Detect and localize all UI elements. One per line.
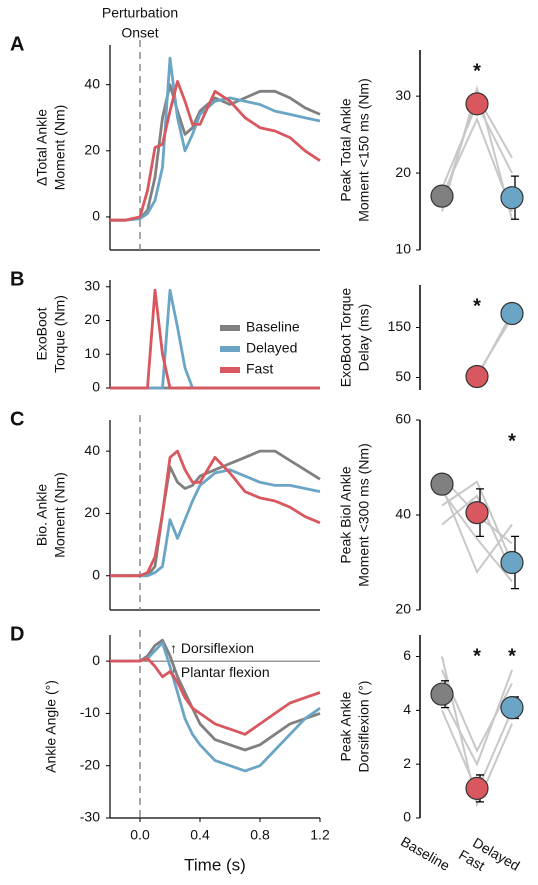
y-axis-title: Peak Total Ankle (338, 98, 354, 201)
subject-line (441, 494, 513, 573)
dot (430, 184, 454, 208)
annotation: Onset (121, 25, 158, 41)
y-tick-label: -10 (80, 704, 100, 720)
dot (465, 776, 489, 800)
y-tick-label: 0 (92, 208, 100, 224)
y-tick-label: -20 (80, 756, 100, 772)
subject-line (476, 314, 513, 377)
panel-letter: B (10, 268, 24, 290)
y-tick-label: 30 (395, 87, 411, 103)
legend-label: Fast (246, 361, 273, 377)
series-line (110, 657, 321, 736)
x-axis-title: Time (s) (184, 855, 246, 874)
annotation: ↑ Dorsiflexion (170, 640, 254, 656)
y-tick-label: 20 (84, 504, 100, 520)
series-line (110, 83, 321, 222)
significance-marker: * (473, 295, 481, 317)
subject-line (441, 656, 513, 808)
y-tick-label: 2 (403, 755, 411, 771)
panel-letter: D (10, 623, 24, 645)
annotation: ↓ Plantar flexion (170, 664, 270, 680)
subject-line (441, 116, 513, 212)
significance-marker: * (508, 645, 516, 667)
y-tick-label: 6 (403, 647, 411, 663)
x-tick-label: 0.4 (190, 827, 210, 843)
y-axis-title: Peak Ankle (338, 691, 354, 761)
significance-marker: * (473, 60, 481, 82)
y-axis-title: Moment <150 ms (Nm) (356, 78, 372, 222)
y-tick-label: 40 (84, 442, 100, 458)
panel-letter: C (10, 408, 24, 430)
dot (500, 186, 524, 210)
dot (465, 364, 489, 389)
y-tick-label: 0 (92, 379, 100, 395)
x-tick-label: 1.2 (310, 827, 330, 843)
y-axis-title: Bio. Ankle (34, 484, 50, 546)
dot (430, 682, 454, 706)
dot (465, 92, 489, 116)
y-tick-label: 20 (395, 601, 411, 617)
series-line (110, 288, 320, 390)
series-line (110, 638, 321, 752)
y-axis-title: ExoBoot Torque (338, 288, 354, 388)
series-line (110, 449, 321, 578)
y-axis-title: Torque (Nm) (52, 295, 68, 373)
subject-line (441, 669, 513, 767)
y-axis-title: Peak Biol Ankle (338, 466, 354, 563)
y-tick-label: 20 (84, 142, 100, 158)
significance-marker: * (473, 645, 481, 667)
dot (430, 472, 454, 496)
series-line (110, 56, 321, 222)
y-axis-title: Ankle Angle (°) (43, 680, 59, 773)
legend-label: Delayed (246, 340, 297, 356)
dot (500, 301, 524, 326)
series-line (110, 449, 321, 578)
significance-marker: * (508, 430, 516, 452)
x-tick-label: 0.0 (130, 827, 150, 843)
y-tick-label: 0 (92, 566, 100, 582)
y-axis-title: Delay (ms) (356, 304, 372, 372)
subject-line (441, 490, 513, 583)
dot (465, 501, 489, 525)
category-label: Baseline (398, 833, 453, 874)
series-line (110, 80, 321, 222)
y-tick-label: 0 (403, 809, 411, 825)
y-tick-label: 40 (84, 75, 100, 91)
y-tick-label: 10 (395, 241, 411, 257)
y-tick-label: 20 (84, 311, 100, 327)
y-tick-label: 4 (403, 701, 411, 717)
y-tick-label: 150 (388, 318, 412, 334)
y-axis-title: Moment <300 ms (Nm) (356, 443, 372, 587)
annotation: Perturbation (102, 5, 178, 21)
y-tick-label: 60 (395, 411, 411, 427)
panel-letter: A (10, 33, 24, 55)
dot (500, 550, 524, 575)
y-tick-label: 20 (395, 164, 411, 180)
y-tick-label: 50 (395, 368, 411, 384)
y-tick-label: -30 (80, 809, 100, 825)
y-tick-label: 0 (92, 652, 100, 668)
y-tick-label: 10 (84, 345, 100, 361)
y-tick-label: 30 (84, 277, 100, 293)
y-axis-title: Dorsiflexion (°) (356, 681, 372, 773)
subject-line (441, 480, 513, 563)
x-tick-label: 0.8 (250, 827, 270, 843)
legend-label: Baseline (246, 319, 300, 335)
dot (500, 696, 524, 720)
subject-line (441, 669, 513, 754)
y-axis-title: ExoBoot (34, 307, 50, 360)
y-axis-title: Moment (Nm) (52, 105, 68, 191)
series-line (110, 468, 321, 578)
y-axis-title: ΔTotal Ankle (34, 109, 50, 186)
y-axis-title: Moment (Nm) (52, 472, 68, 558)
y-tick-label: 40 (395, 506, 411, 522)
